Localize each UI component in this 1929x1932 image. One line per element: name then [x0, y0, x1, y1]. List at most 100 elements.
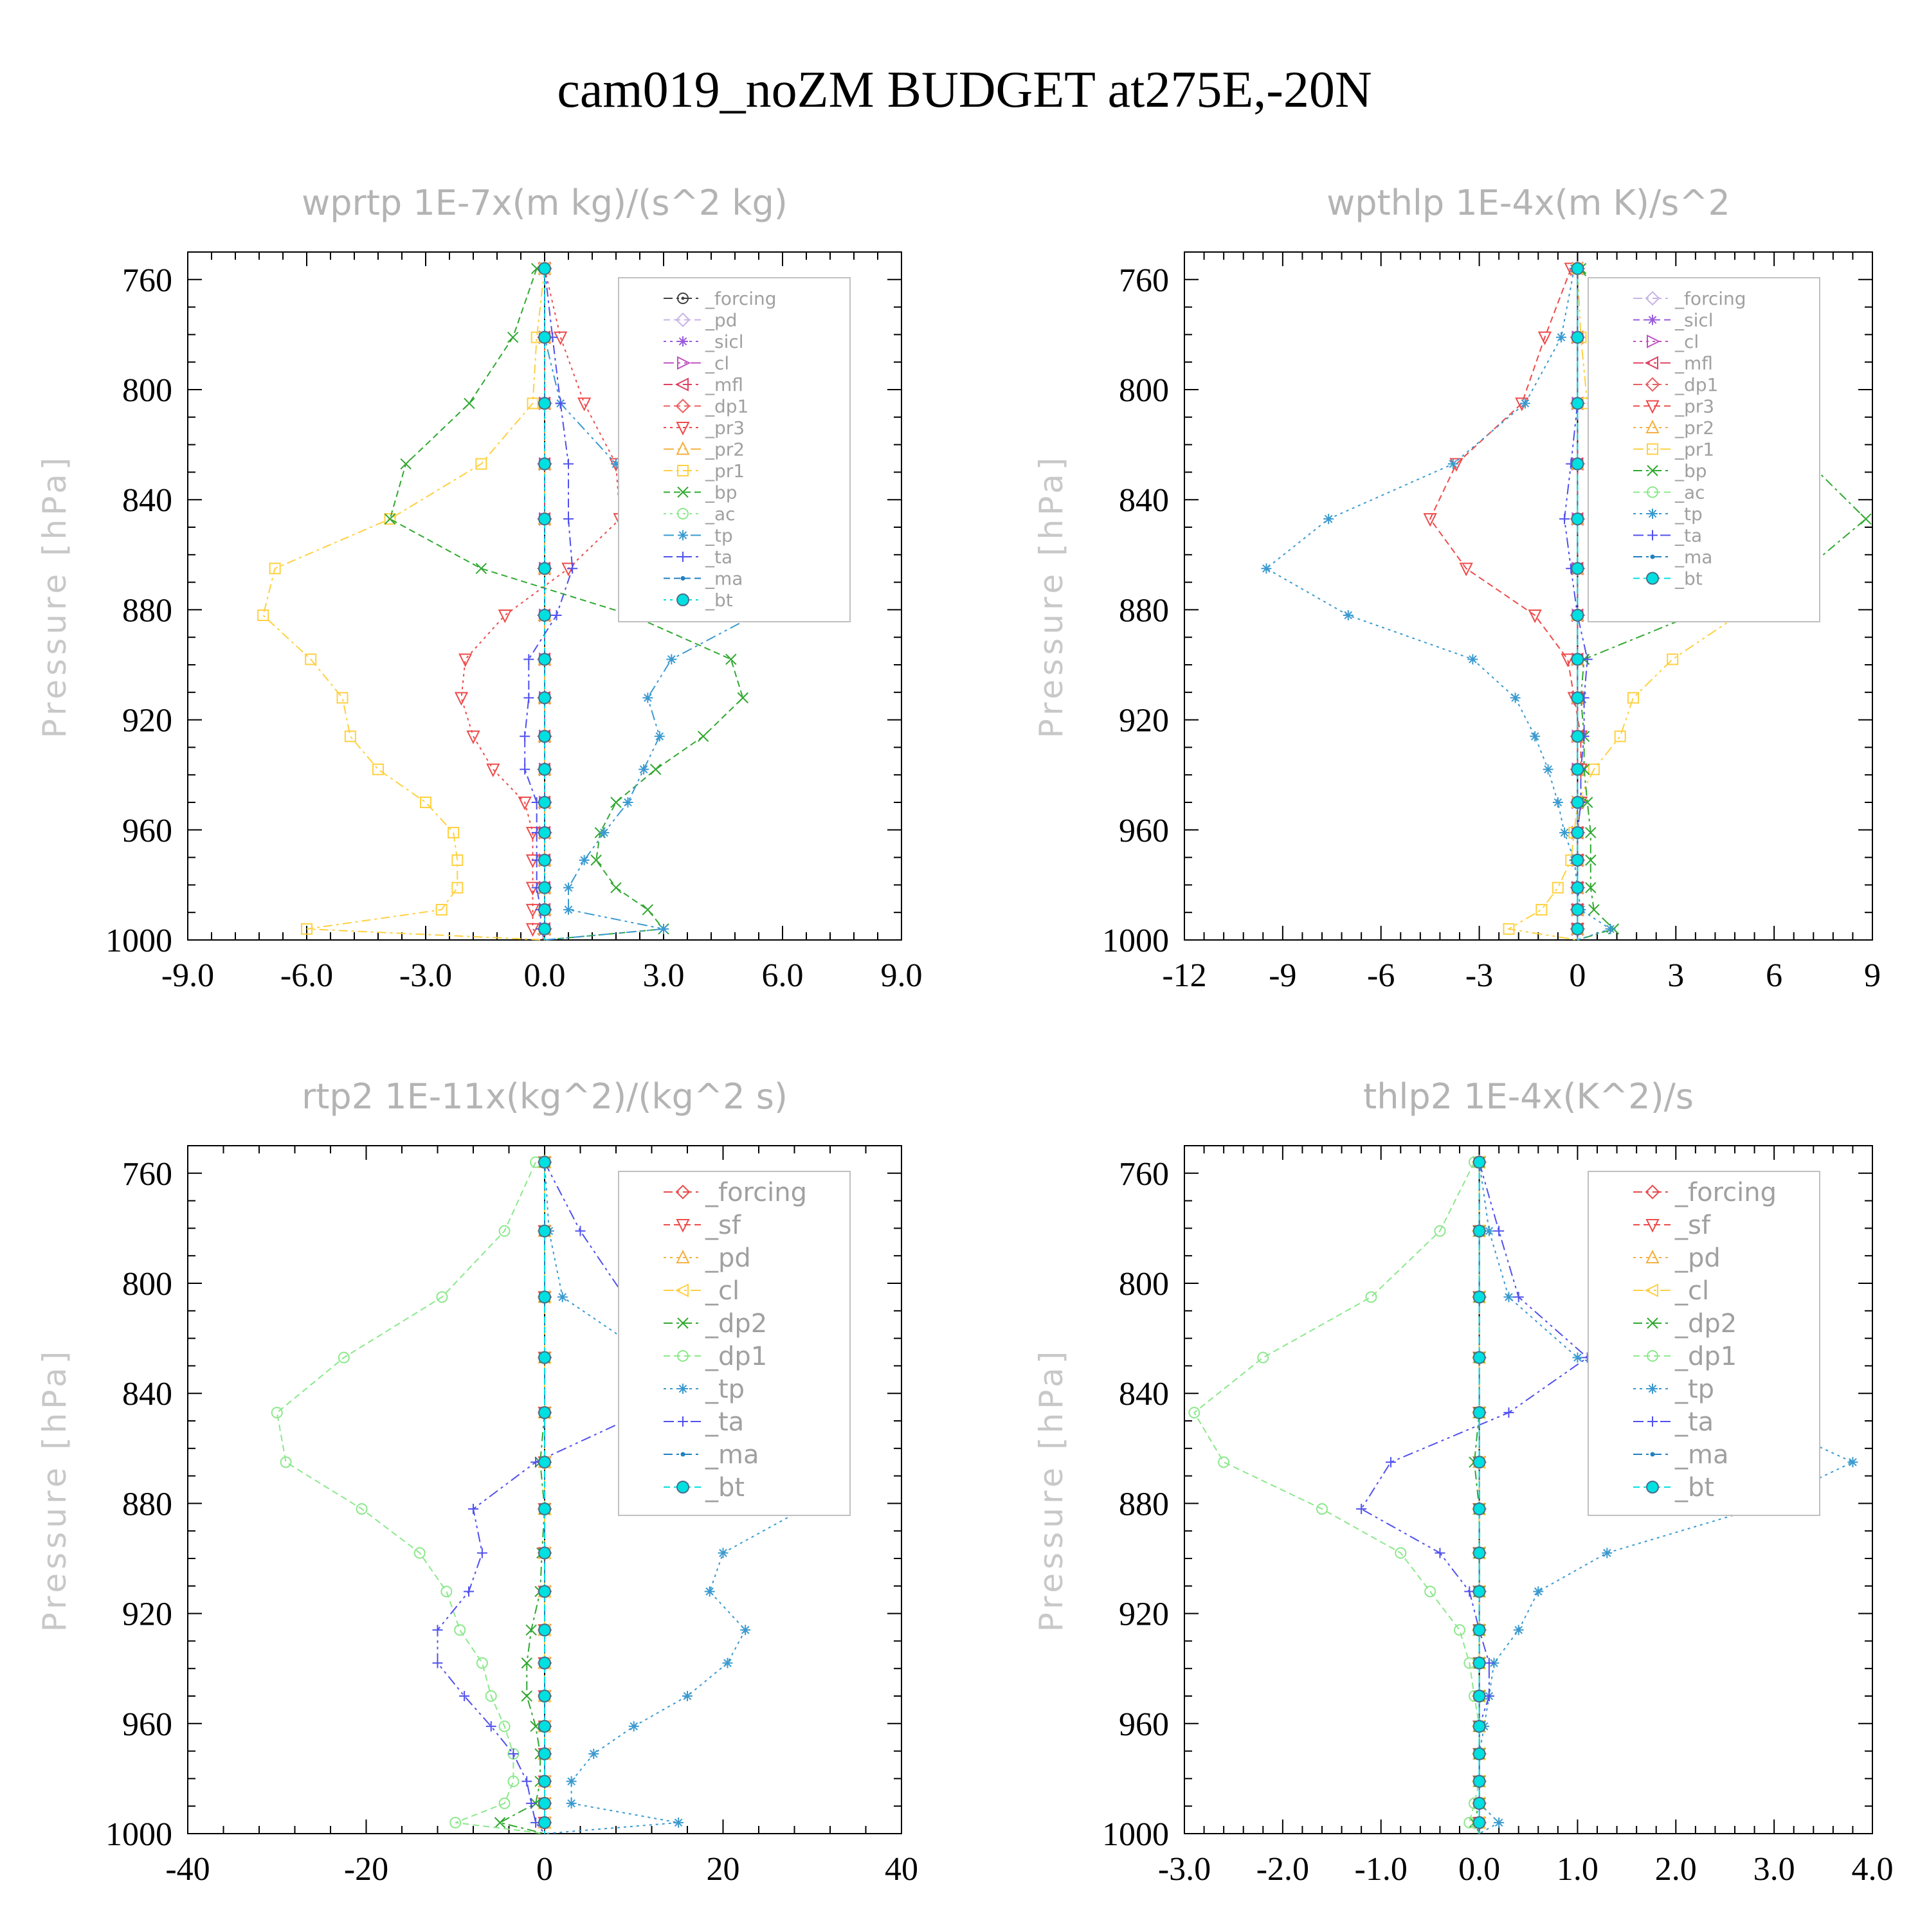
data-point — [1472, 1747, 1486, 1760]
data-point — [538, 1351, 551, 1364]
legend-label: _mfl — [705, 374, 743, 395]
data-point — [269, 563, 281, 575]
legend-label: _bt — [1674, 1473, 1714, 1503]
legend-label: _forcing — [1674, 1178, 1777, 1207]
data-point — [1605, 923, 1616, 934]
y-tick-label: 1000 — [105, 1816, 172, 1853]
legend-entry: _forcing — [664, 288, 777, 309]
legend-marker — [1647, 509, 1658, 519]
data-point — [1472, 1224, 1486, 1238]
data-point — [436, 1291, 448, 1303]
data-point — [1571, 512, 1584, 526]
legend-entry: _dp2 — [664, 1309, 767, 1339]
y-tick-label: 760 — [122, 262, 172, 299]
data-point — [673, 1817, 684, 1828]
legend-marker — [678, 336, 688, 347]
legend-marker — [1647, 1384, 1658, 1394]
legend-label: _tp — [1674, 1375, 1714, 1404]
legend-marker — [1644, 1283, 1658, 1297]
data-point — [271, 1407, 283, 1419]
x-tick-label: -12 — [1162, 957, 1206, 994]
data-point — [682, 1691, 693, 1701]
data-point — [280, 1456, 292, 1468]
legend-label: _sf — [1674, 1211, 1711, 1240]
series-line — [1193, 1162, 1480, 1834]
data-point — [628, 1721, 639, 1732]
panel-4: thlp2 1E-4x(K^2)/s Pressure [hPa] 760 800 84… — [1033, 1076, 1894, 1888]
legend-marker — [1647, 465, 1658, 476]
legend-entry: _tp — [1633, 503, 1703, 525]
data-point — [1571, 562, 1584, 575]
legend-label: _ta — [1674, 1407, 1714, 1437]
legend-entry: _ma — [664, 568, 743, 589]
y-tick-label: 800 — [1119, 372, 1169, 409]
data-point — [1582, 797, 1593, 808]
y-tick-label: 800 — [122, 372, 172, 409]
data-point — [538, 1656, 551, 1670]
x-tick-label: -1.0 — [1355, 1851, 1408, 1888]
data-point — [1323, 514, 1334, 525]
data-point — [521, 1657, 532, 1669]
y-tick-label: 920 — [122, 1596, 172, 1633]
y-tick-label: 760 — [122, 1156, 172, 1193]
legend-marker — [678, 530, 688, 541]
data-point — [466, 730, 480, 745]
data-point — [538, 457, 551, 471]
data-point — [384, 513, 396, 525]
data-point — [638, 764, 649, 775]
legend-marker — [1645, 1249, 1660, 1263]
data-point — [1559, 827, 1570, 838]
series-line — [498, 1162, 546, 1834]
legend-entry: _dp1 — [664, 1342, 767, 1371]
y-tick-label: 920 — [1119, 703, 1169, 739]
data-point — [1472, 1351, 1486, 1364]
legend-entry: _mfl — [1633, 352, 1713, 374]
data-point — [520, 731, 530, 742]
legend-label: _cl — [1674, 331, 1699, 352]
data-point — [1571, 730, 1584, 743]
panel-title: thlp2 1E-4x(K^2)/s — [1363, 1076, 1694, 1117]
data-point — [526, 1798, 537, 1809]
data-point — [1571, 763, 1584, 776]
data-point — [538, 1224, 551, 1238]
x-tick-label: 4.0 — [1852, 1851, 1894, 1888]
legend-entry: _ac — [664, 503, 736, 525]
x-tick-label: -9 — [1269, 957, 1296, 994]
y-tick-label: 1000 — [1102, 1816, 1169, 1853]
data-point — [432, 1625, 443, 1636]
x-tick-label: 9 — [1864, 957, 1881, 994]
legend-marker — [1646, 1481, 1659, 1494]
legend-marker — [1645, 1184, 1660, 1200]
legend-label: _bt — [1674, 568, 1703, 589]
legend-marker — [1645, 400, 1660, 414]
y-tick-label: 760 — [1119, 1156, 1169, 1193]
series-line — [1577, 268, 1867, 941]
x-tick-label: -20 — [344, 1851, 388, 1888]
legend-marker — [1647, 486, 1658, 498]
data-point — [459, 1691, 470, 1701]
legend-label: _pr3 — [705, 417, 745, 438]
legend-label: _tp — [705, 1375, 745, 1404]
legend-marker — [677, 465, 689, 476]
data-point — [718, 1548, 729, 1558]
legend-marker — [676, 1481, 689, 1494]
legend-label: _ma — [705, 568, 743, 589]
data-point — [1435, 1548, 1445, 1558]
legend-entry: _dp2 — [1633, 1309, 1737, 1339]
legend-marker — [1647, 314, 1658, 325]
data-point — [538, 1546, 551, 1560]
x-tick-label: 6 — [1766, 957, 1782, 994]
data-point — [1614, 730, 1626, 743]
series-pr3 — [1423, 262, 1588, 940]
data-point — [1588, 904, 1600, 916]
data-point — [1667, 653, 1679, 665]
legend-marker — [678, 1416, 688, 1427]
data-point — [1535, 903, 1548, 916]
legend-entry: _dp1 — [1633, 374, 1718, 395]
data-point — [464, 397, 475, 410]
legend-entry: _sf — [1633, 1211, 1711, 1240]
data-point — [1585, 854, 1597, 866]
legend-entry: _pr3 — [664, 417, 745, 438]
data-point — [538, 730, 551, 743]
data-point — [642, 692, 653, 703]
